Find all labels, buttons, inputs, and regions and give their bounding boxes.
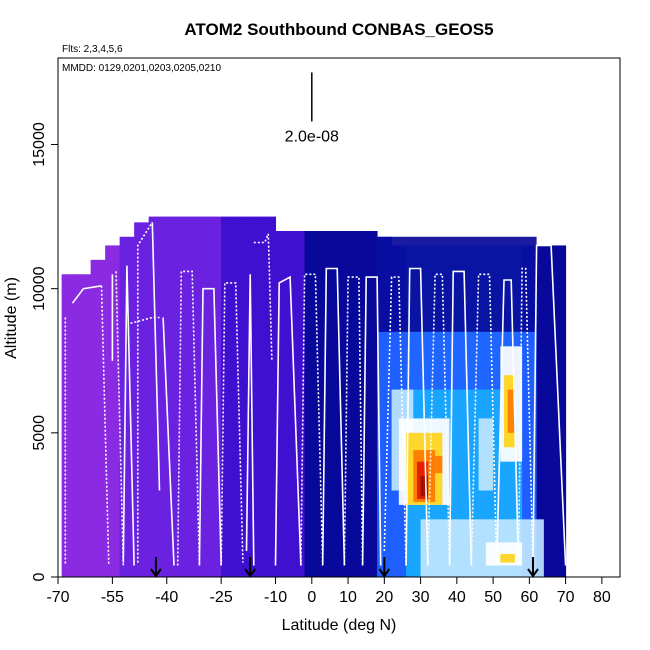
x-tick-label-40: 40 [448,589,466,606]
x-axis: -70 -55 -40 -25 -10 0 10 20 30 40 50 60 70 80 [46,577,611,606]
flight-profile-27 [532,244,567,566]
y-tick-label-15000: 15000 [31,122,48,167]
field-column-7 [163,216,179,578]
flight-profile-17 [321,267,346,566]
flights-label: Flts: 2,3,4,5,6 [62,44,123,55]
x-axis-label: Latitude (deg N) [282,617,397,634]
flight-profile-6 [137,221,153,563]
field-patch-13 [420,519,544,577]
flight-profile-13 [245,274,255,566]
flight-profile-11 [198,287,222,566]
field-column-5 [134,222,150,577]
flight-profile-25 [495,279,520,566]
field-patch-7 [420,476,428,497]
x-tick-label--70: -70 [46,589,69,606]
flight-profile-4 [115,271,125,566]
x-tick-label-50: 50 [484,589,502,606]
flight-profile-2 [100,285,110,566]
arrow-head-2 [378,568,391,578]
x-tick-label-10: 10 [339,589,357,606]
x-tick-label--25: -25 [210,589,233,606]
field-column-13 [250,216,266,578]
y-tick-label-0: 0 [31,572,48,581]
flight-profile-12 [220,282,244,566]
dates-label: MMDD: 0129,0201,0203,0205,0210 [62,63,221,74]
y-axis: 0 5000 10000 15000 [31,122,58,581]
flight-profile-18 [343,276,364,566]
x-tick-label--55: -55 [101,589,124,606]
flight-profile-5 [122,265,135,566]
field-column-20 [348,231,364,577]
x-tick-label-0: 0 [307,589,316,606]
arrow-head-3 [527,568,539,578]
chart-title: ATOM2 Southbound CONBAS_GEOS5 [184,20,493,39]
field-patch-15 [500,553,515,563]
x-tick-label-30: 30 [412,589,430,606]
field-column-2 [90,259,106,577]
field-column-33 [536,245,552,577]
x-tick-label-80: 80 [593,589,611,606]
arrow-head-0 [150,568,162,578]
flight-profile-14 [253,233,273,361]
field-column-6 [148,216,164,578]
flight-profiles [64,221,567,566]
flight-profile-15 [274,275,302,566]
field-patch-8 [427,455,443,474]
x-tick-label--40: -40 [155,589,178,606]
flight-profile-22 [427,273,451,566]
y-axis-label: Altitude (m) [3,277,20,359]
flight-profile-16 [300,273,324,566]
x-tick-label-70: 70 [557,589,575,606]
flight-profile-23 [448,270,473,566]
flight-profile-24 [470,273,498,566]
field-column-16 [290,231,306,577]
y-tick-label-10000: 10000 [31,266,48,311]
flight-profile-20 [383,276,407,566]
field-column-0 [61,274,77,577]
field-patch-12 [507,389,515,433]
flight-profile-19 [361,276,382,566]
field-column-18 [319,231,335,577]
field-column-17 [304,231,320,577]
scale-bar-label: 2.0e-08 [285,128,339,145]
flight-profile-9 [162,317,175,566]
x-tick-label-20: 20 [375,589,393,606]
field-column-8 [177,216,193,578]
arrow-head-1 [244,568,256,578]
field-patch-9 [478,418,494,491]
flight-profile-7 [151,222,161,491]
field-column-1 [76,274,92,577]
field-patch-0 [377,236,537,332]
x-tick-label-60: 60 [520,589,538,606]
plot-frame [57,57,621,578]
x-tick-label--10: -10 [264,589,287,606]
y-tick-label-5000: 5000 [31,415,48,451]
flight-profile-26 [517,267,534,566]
flight-profile-10 [176,270,201,566]
arrow-markers [150,557,539,578]
field-column-11 [221,216,237,578]
field-column-10 [206,216,222,578]
flight-profile-1 [71,285,102,304]
field-column-14 [264,216,277,578]
flight-profile-21 [405,267,429,566]
field-column-3 [105,245,121,577]
